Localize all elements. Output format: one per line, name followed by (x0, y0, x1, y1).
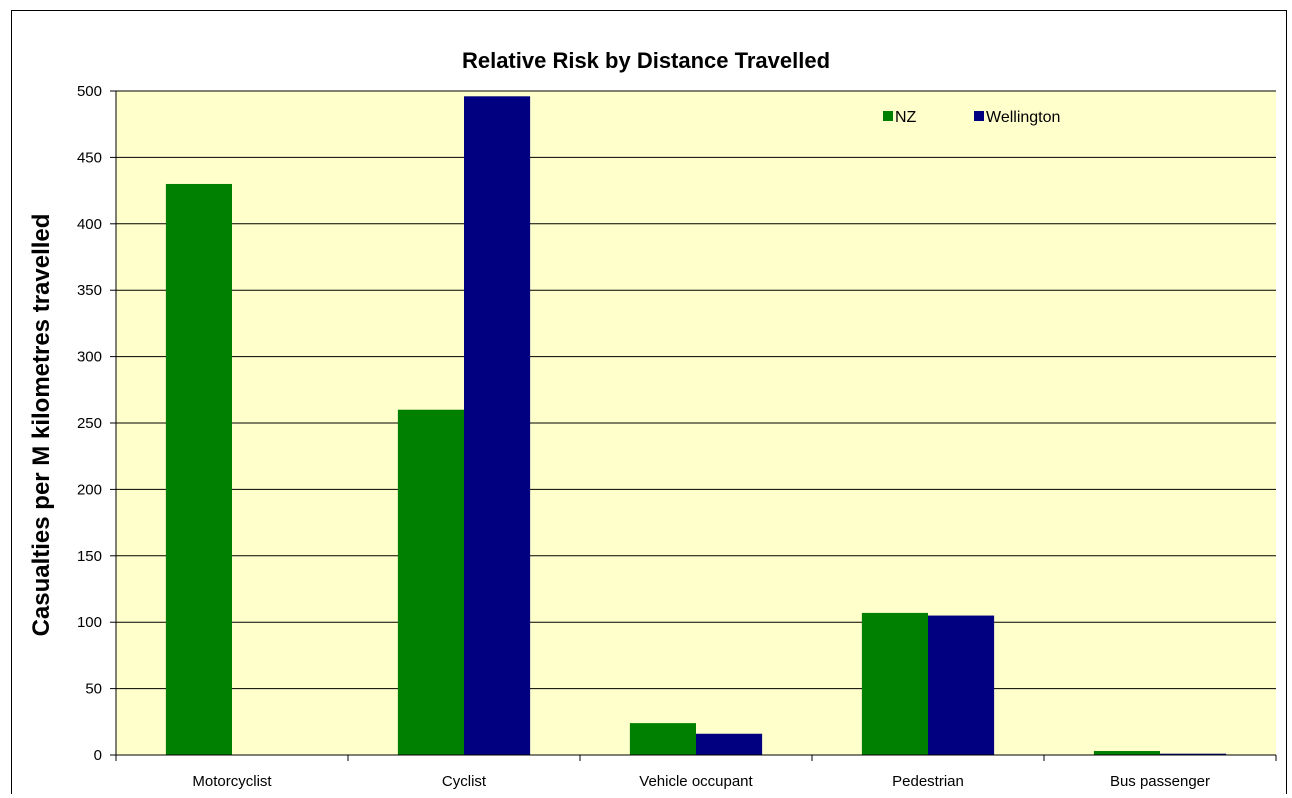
chart-title: Relative Risk by Distance Travelled (461, 48, 831, 73)
y-tick-label: 350 (77, 282, 102, 299)
y-tick-label: 0 (94, 747, 102, 764)
axes (110, 90, 1277, 761)
bar-nz-cyclist (397, 409, 464, 755)
y-tick-label: 300 (77, 349, 102, 366)
bar-wellington-bus-passenger (1160, 753, 1227, 755)
y-tick-label: 150 (77, 548, 102, 565)
legend-swatch-nz (883, 111, 893, 121)
x-tick-label: Pedestrian (892, 773, 964, 790)
chart-frame (11, 10, 1287, 794)
bar-nz-motorcyclist (165, 183, 232, 755)
x-tick-labels: Motorcyclist Cyclist Vehicle occupant Pedes… (192, 773, 1210, 790)
y-tick-label: 400 (77, 216, 102, 233)
legend-label-wellington: Wellington (986, 109, 1060, 126)
bar-nz-pedestrian (861, 612, 928, 755)
x-tick-label: Motorcyclist (192, 773, 272, 790)
y-tick-label: 50 (85, 681, 102, 698)
y-tick-label: 250 (77, 415, 102, 432)
legend-swatch-wellington (974, 111, 984, 121)
y-tick-label: 200 (77, 481, 102, 498)
bar-wellington-vehicle-occupant (696, 733, 763, 755)
legend: NZ Wellington (883, 109, 1060, 126)
x-tick-label: Bus passenger (1110, 773, 1210, 790)
bar-nz-bus-passenger (1093, 751, 1160, 755)
y-tick-label: 100 (77, 614, 102, 631)
y-tick-labels: 0 50 100 150 200 250 300 350 400 450 500 (77, 83, 102, 764)
bars (165, 96, 1227, 755)
bar-wellington-cyclist (464, 96, 531, 755)
x-tick-label: Cyclist (442, 773, 487, 790)
x-tick-label: Vehicle occupant (639, 773, 753, 790)
bar-wellington-pedestrian (928, 615, 995, 755)
legend-label-nz: NZ (895, 109, 917, 126)
y-tick-label: 500 (77, 83, 102, 100)
y-tick-label: 450 (77, 149, 102, 166)
gridlines (116, 90, 1276, 690)
bar-nz-vehicle-occupant (629, 723, 696, 755)
